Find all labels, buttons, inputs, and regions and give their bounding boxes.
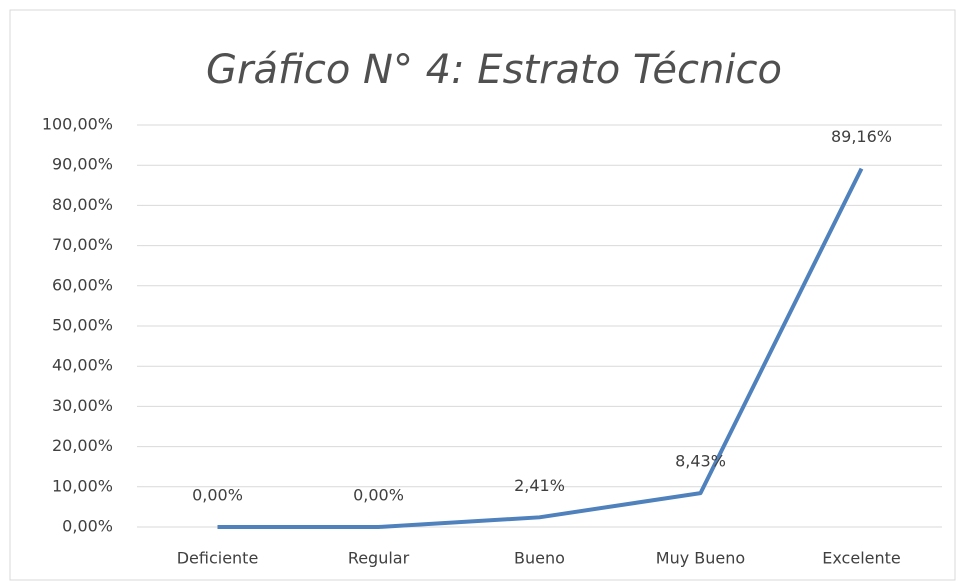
chart-border xyxy=(9,9,956,581)
x-tick-label: Bueno xyxy=(514,549,565,568)
y-tick-label: 100,00% xyxy=(42,115,113,134)
chart-title: Gráfico N° 4: Estrato Técnico xyxy=(206,47,782,93)
data-label: 89,16% xyxy=(831,127,892,146)
data-label: 2,41% xyxy=(514,476,565,495)
y-tick-label: 90,00% xyxy=(52,155,113,174)
y-tick-label: 60,00% xyxy=(52,275,113,294)
y-tick-label: 70,00% xyxy=(52,235,113,254)
y-tick-label: 0,00% xyxy=(62,517,113,536)
x-tick-label: Regular xyxy=(348,549,410,568)
data-label: 0,00% xyxy=(353,486,404,505)
y-tick-label: 30,00% xyxy=(52,396,113,415)
y-tick-label: 10,00% xyxy=(52,476,113,495)
x-tick-label: Muy Bueno xyxy=(656,549,745,568)
y-tick-label: 20,00% xyxy=(52,436,113,455)
y-tick-label: 50,00% xyxy=(52,316,113,335)
y-tick-label: 40,00% xyxy=(52,356,113,375)
line xyxy=(217,167,864,529)
x-tick-label: Excelente xyxy=(822,549,900,568)
x-tick-label: Deficiente xyxy=(177,549,259,568)
data-label: 8,43% xyxy=(675,452,726,471)
data-label: 0,00% xyxy=(192,486,243,505)
y-tick-label: 80,00% xyxy=(52,195,113,214)
